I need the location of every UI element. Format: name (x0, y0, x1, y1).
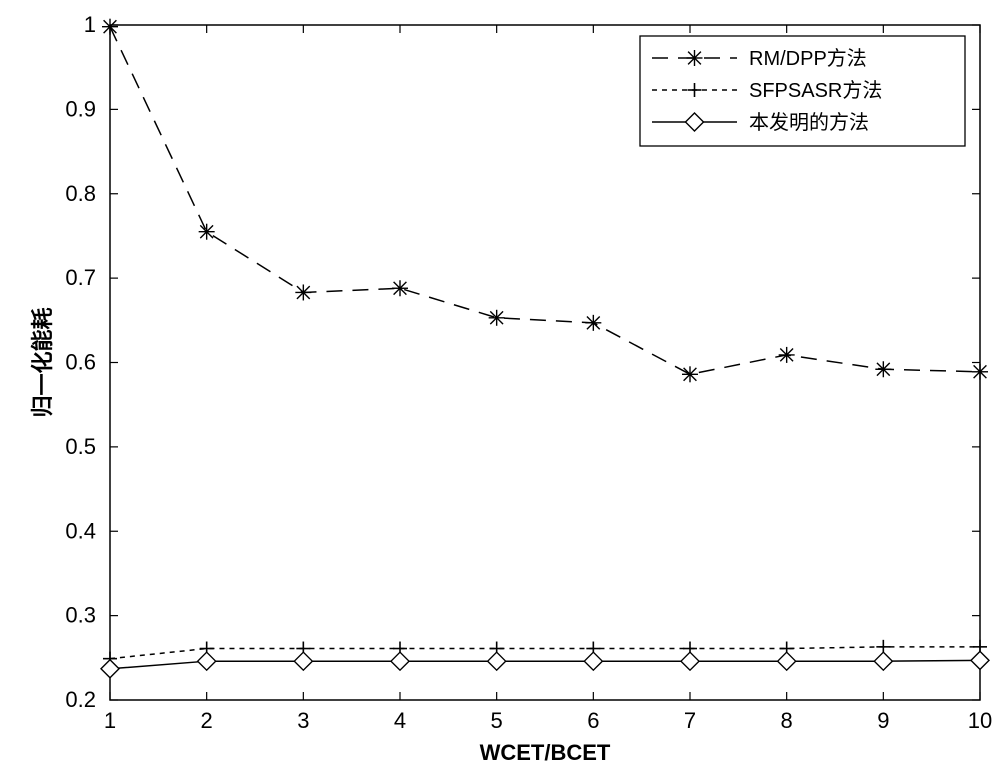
x-tick-label: 3 (297, 708, 309, 733)
x-tick-label: 2 (201, 708, 213, 733)
y-tick-label: 0.4 (65, 518, 96, 543)
diamond-marker (584, 652, 602, 670)
y-tick-label: 0.8 (65, 181, 96, 206)
diamond-marker (391, 652, 409, 670)
series-line-sfpsasr (110, 647, 980, 659)
diamond-marker (198, 652, 216, 670)
asterisk-marker (102, 19, 118, 35)
asterisk-marker (585, 315, 601, 331)
series-line-invention (110, 660, 980, 668)
legend-label-sfpsasr: SFPSASR方法 (749, 79, 882, 102)
x-tick-label: 10 (968, 708, 992, 733)
diamond-marker (488, 652, 506, 670)
asterisk-marker (489, 310, 505, 326)
diamond-marker (971, 651, 989, 669)
x-tick-label: 5 (491, 708, 503, 733)
y-tick-label: 1 (84, 12, 96, 37)
x-tick-label: 1 (104, 708, 116, 733)
diamond-marker (874, 652, 892, 670)
legend-label-rm_dpp: RM/DPP方法 (749, 47, 867, 70)
x-tick-label: 8 (781, 708, 793, 733)
diamond-marker (681, 652, 699, 670)
line-chart: 1 2 3 4 5 6 7 8 9 10 WCET/BCET 0.2 0.3 0.4 0.5 0.6 0.7 0.… (0, 0, 1000, 781)
asterisk-marker (687, 50, 703, 66)
y-tick-label: 0.3 (65, 603, 96, 628)
x-tick-label: 7 (684, 708, 696, 733)
diamond-marker (101, 660, 119, 678)
asterisk-marker (875, 361, 891, 377)
asterisk-marker (972, 364, 988, 380)
x-tick-label: 9 (877, 708, 889, 733)
y-tick-label: 0.2 (65, 687, 96, 712)
legend-label-invention: 本发明的方法 (749, 111, 869, 134)
y-tick-label: 0.9 (65, 96, 96, 121)
diamond-marker (294, 652, 312, 670)
y-tick-label: 0.5 (65, 434, 96, 459)
x-axis-label: WCET/BCET (480, 740, 611, 765)
y-axis-label: 归一化能耗 (30, 307, 55, 417)
asterisk-marker (199, 224, 215, 240)
asterisk-marker (779, 347, 795, 363)
asterisk-marker (295, 284, 311, 300)
y-tick-label: 0.7 (65, 265, 96, 290)
asterisk-marker (682, 366, 698, 382)
x-tick-label: 6 (587, 708, 599, 733)
x-tick-label: 4 (394, 708, 406, 733)
chart-container: 1 2 3 4 5 6 7 8 9 10 WCET/BCET 0.2 0.3 0.4 0.5 0.6 0.7 0.… (0, 0, 1000, 781)
asterisk-marker (392, 280, 408, 296)
y-tick-label: 0.6 (65, 350, 96, 375)
diamond-marker (778, 652, 796, 670)
